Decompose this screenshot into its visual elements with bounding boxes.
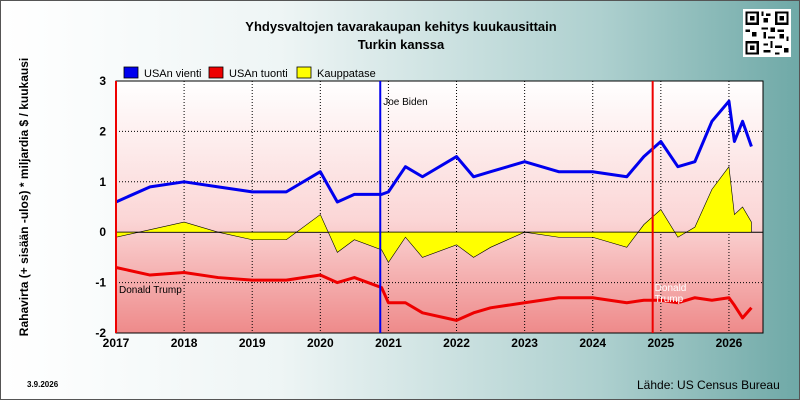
x-tick-label: 2018 [171,336,198,350]
series-line-usan-vienti [115,99,753,204]
series-line-usan-tuonti [115,266,753,322]
plot-background [115,80,764,334]
x-tick-label: 2019 [239,336,266,350]
event-label-trump-2025: Donald Trump [655,283,687,305]
footer-source: Lähde: US Census Bureau [637,378,780,392]
legend-label-usan-vienti: USAn vienti [144,68,201,80]
x-tick-label: 2024 [579,336,606,350]
x-tick-label: 2021 [375,336,402,350]
y-tick-label: 1 [99,175,106,189]
legend-swatch-usan-vienti [123,66,139,79]
x-tick-label: 2025 [647,336,674,350]
legend-label-usan-tuonti: USAn tuonti [229,68,288,80]
y-axis-label: Rahavirta (+ sisään -ulos) * miljardia $… [17,57,31,337]
x-tick-label: 2017 [103,336,130,350]
y-tick-label: -2 [95,326,106,340]
y-tick-label: -1 [95,276,106,290]
y-tick-label: 0 [99,225,106,239]
chart-title: Yhdysvaltojen tavarakaupan kehitys kuuka… [245,19,557,34]
y-tick-label: 2 [99,124,106,138]
x-tick-label: 2023 [511,336,538,350]
x-tick-label: 2020 [307,336,334,350]
y-tick-label: 3 [99,74,106,88]
x-tick-label: 2026 [716,336,743,350]
qr-code-icon [743,9,791,57]
legend-label-kauppatase: Kauppatase [317,68,376,80]
legend-swatch-usan-tuonti [208,66,224,79]
legend-swatch-kauppatase [296,66,312,79]
chart-subtitle: Turkin kanssa [357,37,445,52]
footer-date: 3.9.2026 [27,380,59,389]
series-area-kauppatase [115,165,752,264]
event-label-biden-2021: Joe Biden [383,97,427,108]
x-tick-label: 2022 [443,336,470,350]
event-label-trump-2017: Donald Trump [119,285,182,296]
